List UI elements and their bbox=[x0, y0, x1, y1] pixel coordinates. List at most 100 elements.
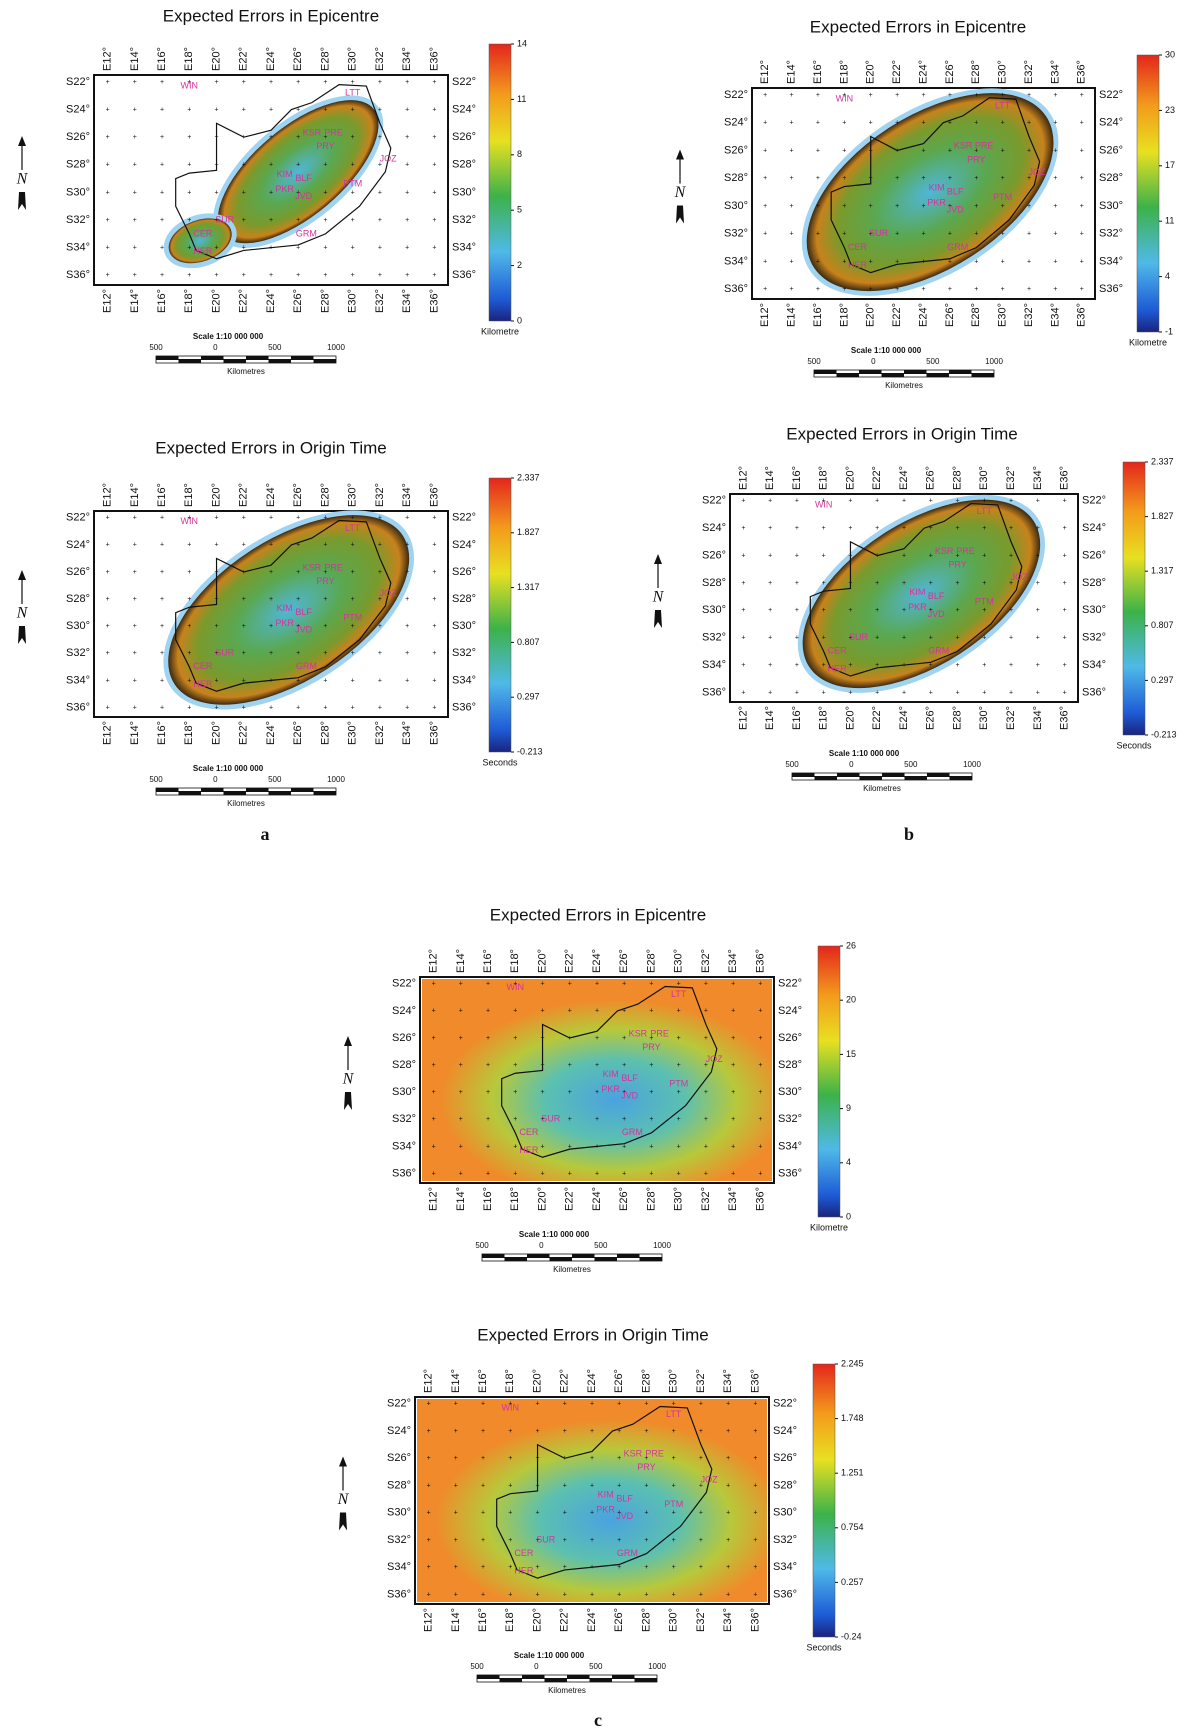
lon-label: E28° bbox=[951, 706, 963, 730]
grid-cross: + bbox=[454, 1455, 458, 1462]
scale-segment bbox=[814, 370, 837, 374]
grid-cross: + bbox=[1080, 286, 1084, 293]
scale-segment bbox=[269, 791, 292, 795]
grid-cross: + bbox=[842, 231, 846, 238]
grid-cross: + bbox=[106, 245, 110, 252]
station-label: KSR bbox=[303, 562, 322, 572]
grid-cross: + bbox=[106, 515, 110, 522]
lon-label: E28° bbox=[951, 466, 963, 490]
grid-cross: + bbox=[160, 677, 164, 684]
grid-cross: + bbox=[508, 1537, 512, 1544]
grid-cross: + bbox=[869, 258, 873, 265]
station-label: KIM bbox=[277, 169, 293, 179]
grid-cross: + bbox=[351, 106, 355, 113]
grid-cross: + bbox=[106, 106, 110, 113]
grid-cross: + bbox=[1027, 258, 1031, 265]
grid-cross: + bbox=[323, 623, 327, 630]
station-label: PTM bbox=[993, 192, 1012, 202]
grid-cross: + bbox=[869, 286, 873, 293]
lon-label: E24° bbox=[917, 60, 929, 84]
grid-cross: + bbox=[269, 704, 273, 711]
lon-label: E16° bbox=[791, 466, 803, 490]
figure: Expected Errors in Epicentre++++++++++++… bbox=[0, 0, 1187, 1735]
station-label: PRY bbox=[967, 155, 985, 165]
grid-cross: + bbox=[741, 580, 745, 587]
station-label: JOZ bbox=[701, 1474, 719, 1484]
grid-cross: + bbox=[822, 580, 826, 587]
grid-cross: + bbox=[842, 286, 846, 293]
north-label: N bbox=[342, 1071, 355, 1088]
lat-label: S34° bbox=[1082, 659, 1106, 671]
lon-label: E24° bbox=[591, 1187, 603, 1211]
lon-label: E20° bbox=[865, 303, 877, 327]
colorbar-tick-label: 0.297 bbox=[517, 692, 540, 702]
lon-label: E14° bbox=[764, 706, 776, 730]
lat-label: S22° bbox=[773, 1398, 797, 1410]
grid-cross: + bbox=[106, 650, 110, 657]
scale-segment bbox=[527, 1254, 550, 1258]
station-label: PRY bbox=[316, 141, 334, 151]
grid-cross: + bbox=[795, 552, 799, 559]
lat-label: S36° bbox=[66, 701, 90, 713]
grid-cross: + bbox=[704, 1035, 708, 1042]
station-label: PRE bbox=[324, 127, 343, 137]
lon-label: E30° bbox=[673, 1187, 685, 1211]
grid-cross: + bbox=[741, 689, 745, 696]
station-label: SUR bbox=[849, 632, 869, 642]
grid-cross: + bbox=[617, 1537, 621, 1544]
grid-cross: + bbox=[214, 623, 218, 630]
station-label: PKR bbox=[908, 602, 927, 612]
grid-cross: + bbox=[160, 623, 164, 630]
lat-label: S22° bbox=[1082, 495, 1106, 507]
lon-label: E14° bbox=[450, 1369, 462, 1393]
grid-cross: + bbox=[160, 79, 164, 86]
station-label: PRY bbox=[316, 576, 334, 586]
grid-cross: + bbox=[351, 189, 355, 196]
grid-cross: + bbox=[699, 1510, 703, 1517]
grid-cross: + bbox=[921, 231, 925, 238]
lon-label: E34° bbox=[727, 949, 739, 973]
station-label: GRM bbox=[947, 242, 968, 252]
scale-unit: Kilometres bbox=[227, 799, 265, 808]
grid-cross: + bbox=[513, 1062, 517, 1069]
grid-cross: + bbox=[974, 203, 978, 210]
station-label: PRE bbox=[975, 141, 994, 151]
grid-cross: + bbox=[842, 147, 846, 154]
grid-cross: + bbox=[1053, 147, 1057, 154]
station-label: JOZ bbox=[380, 588, 398, 598]
lat-label: S34° bbox=[1099, 255, 1123, 267]
grid-cross: + bbox=[677, 1035, 681, 1042]
grid-cross: + bbox=[378, 245, 382, 252]
grid-cross: + bbox=[1036, 607, 1040, 614]
grid-cross: + bbox=[508, 1564, 512, 1571]
grid-cross: + bbox=[432, 515, 436, 522]
grid-cross: + bbox=[269, 596, 273, 603]
grid-cross: + bbox=[405, 542, 409, 549]
north-arrow-head bbox=[18, 570, 26, 580]
grid-cross: + bbox=[214, 272, 218, 279]
lat-label: S24° bbox=[452, 539, 476, 551]
grid-cross: + bbox=[187, 245, 191, 252]
lon-label: E32° bbox=[374, 47, 386, 71]
grid-cross: + bbox=[902, 635, 906, 642]
station-label: JOZ bbox=[1011, 572, 1029, 582]
scale-segment bbox=[156, 356, 179, 360]
lon-label: E26° bbox=[613, 1608, 625, 1632]
grid-cross: + bbox=[895, 92, 899, 99]
grid-cross: + bbox=[816, 286, 820, 293]
grid-cross: + bbox=[535, 1401, 539, 1408]
grid-cross: + bbox=[568, 1062, 572, 1069]
lon-label: E14° bbox=[785, 60, 797, 84]
lat-label: S26° bbox=[778, 1032, 802, 1044]
grid-cross: + bbox=[405, 217, 409, 224]
station-label: PKR bbox=[601, 1084, 620, 1094]
scale-tick: 1000 bbox=[963, 760, 981, 769]
grid-cross: + bbox=[405, 515, 409, 522]
grid-cross: + bbox=[269, 79, 273, 86]
north-arrow-tail bbox=[654, 610, 662, 628]
grid-cross: + bbox=[1009, 552, 1013, 559]
lat-label: S30° bbox=[392, 1086, 416, 1098]
grid-cross: + bbox=[351, 134, 355, 141]
station-label: HER bbox=[514, 1566, 534, 1576]
station-label: JVD bbox=[947, 205, 965, 215]
